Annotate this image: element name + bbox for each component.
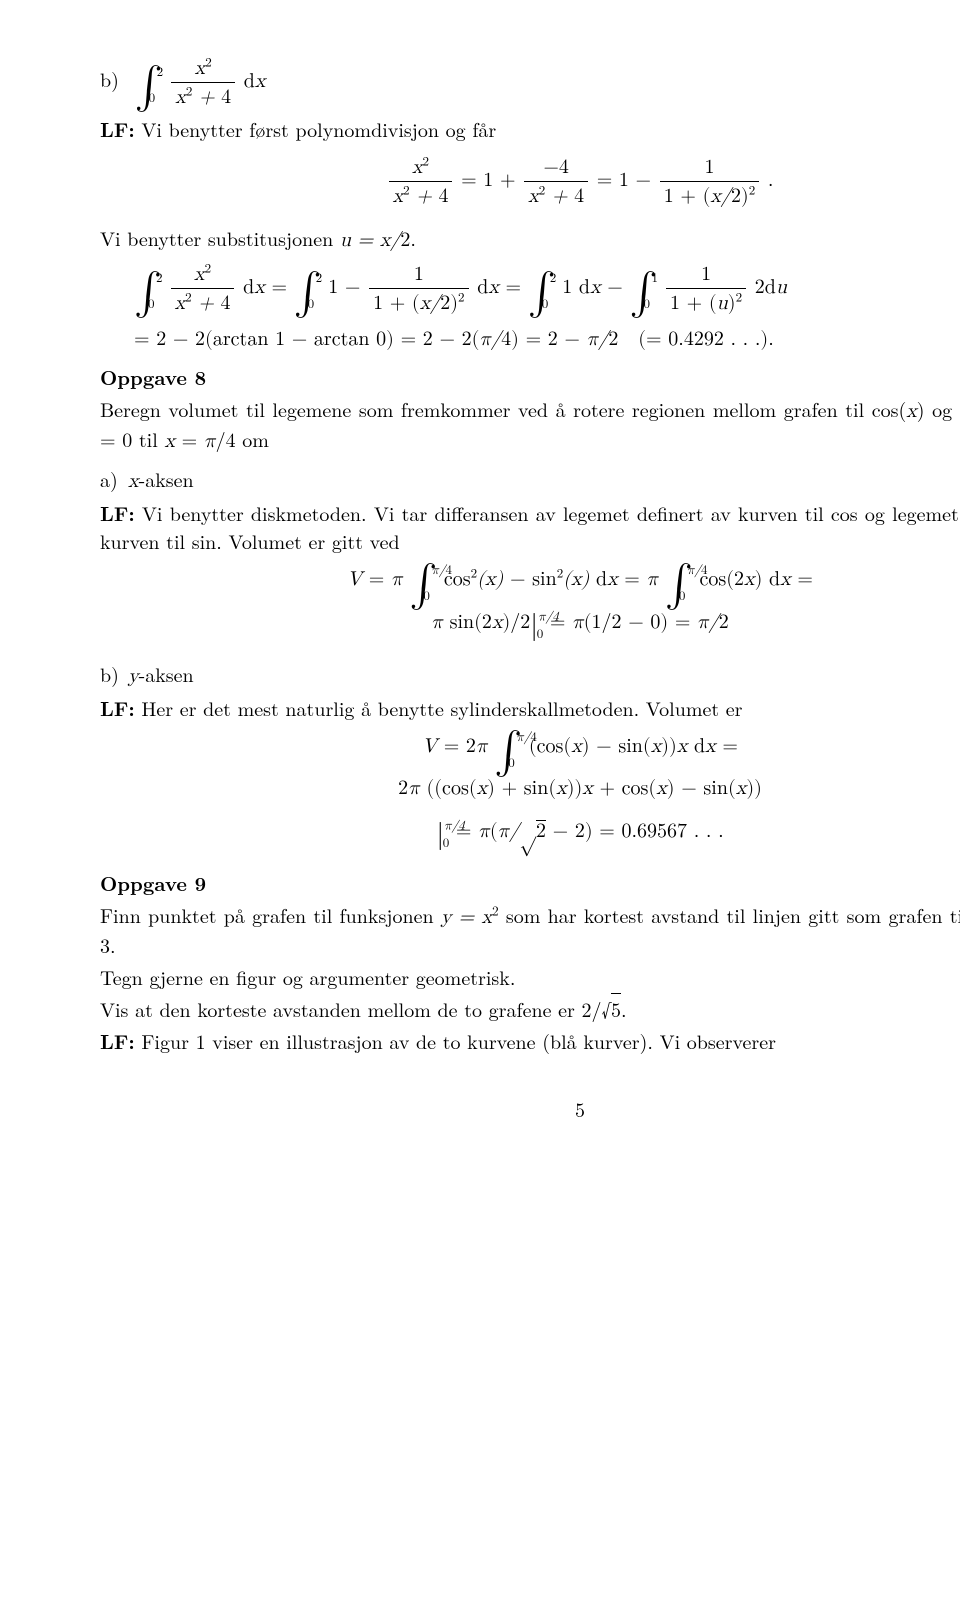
oppgave8-a-label: a)x-aksen — [100, 465, 960, 495]
oppgave8-heading: Oppgave 8 — [100, 363, 960, 391]
oppgave9-line1: Finn punktet på grafen til funksjonen y … — [100, 901, 960, 959]
oppgave8-b-lf: LF: Her er det mest naturlig å benytte s… — [100, 694, 960, 722]
oppgave9-line3: Vis at den korteste avstanden mellom de … — [100, 995, 960, 1023]
item-b-integral: ∫20 x2x2 + 4 dx — [135, 71, 266, 91]
page-number: 5 — [100, 1095, 960, 1123]
oppgave8-b-eq2: 2π ((cos(x) + sin(x))x + cos(x) − sin(x)… — [100, 774, 960, 802]
eq-polydiv: x2x2 + 4 = 1 + −4x2 + 4 = 1 − 11 + (x/2)… — [100, 153, 960, 210]
item-b-label: b) — [100, 65, 128, 93]
oppgave8-statement: Beregn volumet til legemene som fremkomm… — [100, 395, 960, 455]
oppgave9-line2: Tegn gjerne en figur og argumenter geome… — [100, 963, 960, 991]
eq2-line1: ∫20 x2x2 + 4 dx = ∫20 1 − 11 + (x/2)2 dx… — [134, 260, 960, 317]
oppgave9-line4: LF: Figur 1 viser en illustrasjon av de … — [100, 1027, 960, 1055]
eq2-line2: = 2 − 2(arctan 1 − arctan 0) = 2 − 2(π/4… — [134, 325, 960, 353]
oppgave8-a-eq1: V = π ∫π/40 cos2(x) − sin2(x) dx = π ∫π/… — [100, 565, 960, 593]
oppgave8-b-label: b)y-aksen — [100, 660, 960, 690]
oppgave8-a-eq2: π sin(2x)/2|π/40 = π(1/2 − 0) = π/2 — [100, 607, 960, 646]
oppgave8-a-lf: LF: Vi benytter diskmetoden. Vi tar diff… — [100, 499, 960, 555]
oppgave8-b-eq3: |π/40 = π(π/√2 − 2) = 0.69567 . . . — [100, 816, 960, 855]
item-b-header: b) ∫20 x2x2 + 4 dx — [100, 54, 960, 111]
lf-intro: LF: Vi benytter først polynomdivisjon og… — [100, 115, 960, 143]
oppgave8-b-eq1: V = 2π ∫π/40 (cos(x) − sin(x))x dx = — [100, 732, 960, 760]
oppgave9-heading: Oppgave 9 — [100, 869, 960, 897]
sub-line: Vi benytter substitusjonen u = x/2. — [100, 224, 960, 254]
lf-intro-text: Vi benytter først polynomdivisjon og får — [141, 114, 496, 143]
